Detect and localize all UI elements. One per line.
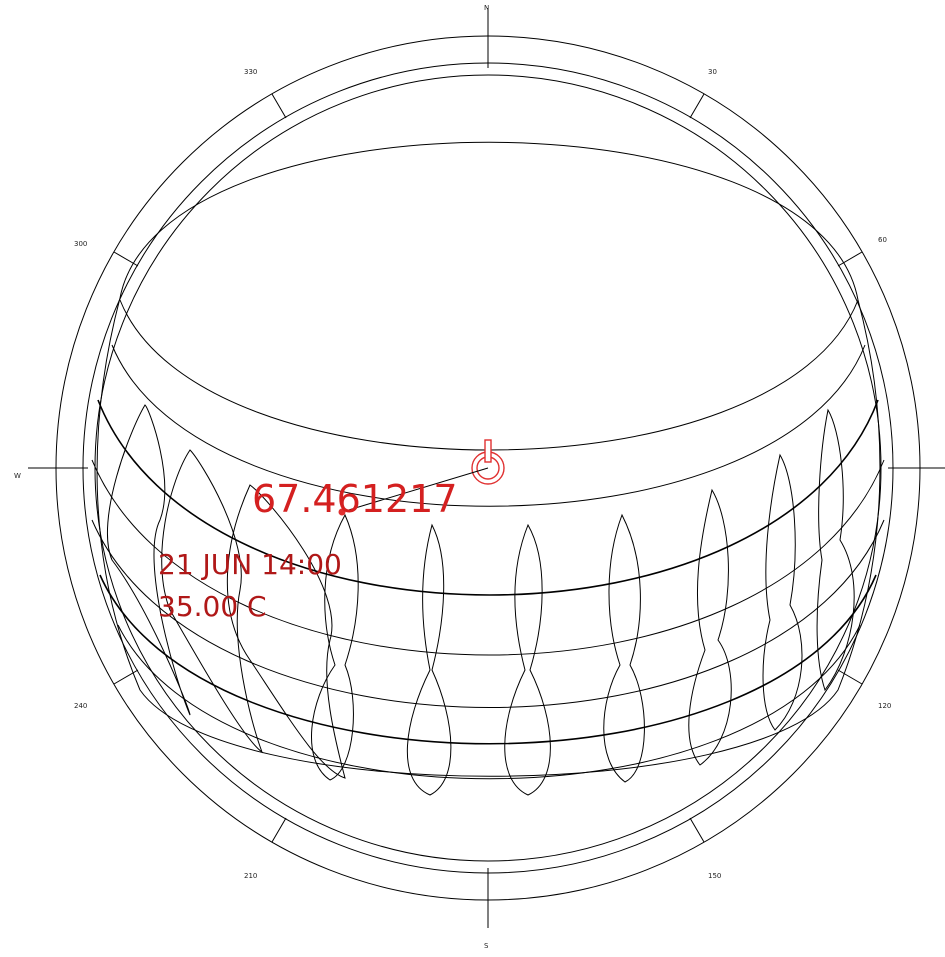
tick-150 (689, 817, 705, 843)
label-azimuth-210: 210 (244, 872, 257, 880)
tick-330 (271, 93, 287, 119)
tick-30 (689, 93, 705, 119)
site-marker-icon (471, 439, 505, 485)
label-azimuth-240: 240 (74, 702, 87, 710)
day-arc-4 (91, 459, 885, 656)
tick-300 (113, 251, 139, 267)
readout-leader-line (341, 467, 489, 513)
analemma (816, 408, 855, 692)
label-azimuth-330: 330 (244, 68, 257, 76)
label-azimuth-120: 120 (878, 702, 891, 710)
analemma (762, 453, 803, 731)
label-south: S (484, 942, 489, 950)
day-arc-7 (117, 624, 861, 780)
analemma (504, 523, 551, 796)
analemma (603, 513, 645, 783)
sun-path-dome-outline (96, 141, 881, 777)
label-azimuth-30: 30 (708, 68, 717, 76)
day-arc-2 (111, 344, 866, 507)
tick-240 (113, 669, 139, 685)
label-azimuth-60: 60 (878, 236, 887, 244)
day-arc-1 (119, 299, 859, 451)
label-west: W (14, 472, 21, 480)
tick-120 (837, 669, 863, 685)
readout-value: 67.461217 (252, 477, 458, 521)
sun-position-point (338, 508, 346, 516)
readout-datetime: 21 JUN 14:00 (158, 548, 342, 581)
tick-60 (837, 251, 863, 267)
day-arc-3 (97, 399, 879, 596)
label-azimuth-300: 300 (74, 240, 87, 248)
readout-temperature: 35.00 C (158, 590, 267, 623)
day-arc-5 (91, 519, 885, 708)
tick-210 (271, 817, 287, 843)
analemma (226, 484, 346, 779)
analemma (688, 488, 732, 766)
label-north: N (484, 4, 489, 12)
analemma (161, 449, 264, 754)
analemma (107, 404, 191, 716)
label-azimuth-150: 150 (708, 872, 721, 880)
analemma-group (107, 404, 855, 796)
analemma (311, 513, 359, 781)
analemma (406, 523, 452, 796)
